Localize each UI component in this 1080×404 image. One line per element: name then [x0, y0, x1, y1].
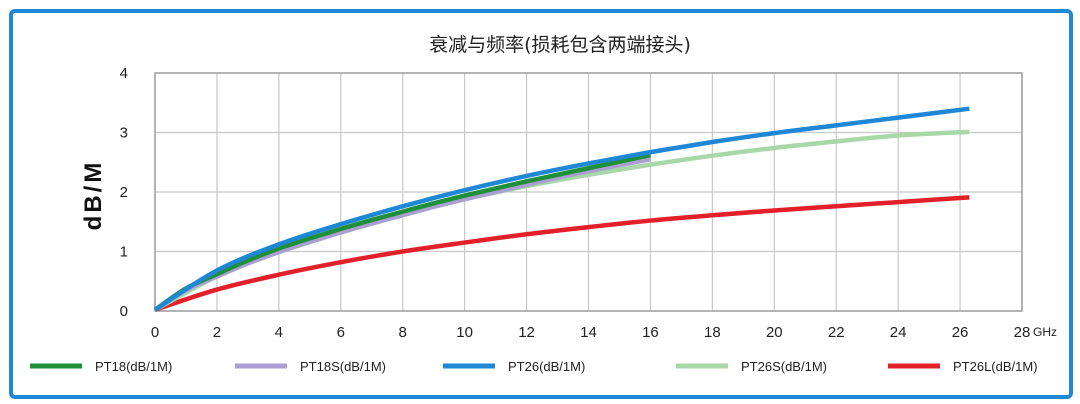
y-tick-label: 0: [120, 303, 128, 320]
legend: PT18(dB/1M) PT18S(dB/1M) PT26(dB/1M) PT26S(…: [30, 359, 1038, 374]
plot-border: [154, 72, 1023, 312]
series-lines: [153, 106, 970, 312]
legend-label: PT18S(dB/1M): [300, 359, 386, 374]
y-axis-ticks: 0 1 2 3 4: [120, 65, 128, 320]
x-tick-label: 8: [399, 324, 407, 341]
y-axis-label: dB/M: [80, 160, 107, 231]
legend-label: PT26L(dB/1M): [953, 359, 1038, 374]
plot-area-border: [154, 72, 1023, 312]
x-tick-label: 2: [213, 324, 221, 341]
y-tick-label: 1: [120, 244, 128, 261]
series-line-pt18s: [153, 157, 651, 312]
x-tick-label: 0: [151, 324, 159, 341]
x-tick-label: 12: [518, 324, 535, 341]
x-axis-unit: GHz: [1033, 325, 1057, 339]
x-tick-label: 16: [642, 324, 659, 341]
x-axis-ticks: 0 2 4 6 8 10 12 14 16 18 20 22 24 26 28: [151, 324, 1031, 341]
x-tick-label: 6: [337, 324, 345, 341]
x-tick-label: 4: [275, 324, 283, 341]
x-tick-label: 20: [766, 324, 783, 341]
series-line-pt26l: [154, 195, 970, 312]
x-tick-label: 18: [704, 324, 721, 341]
legend-label: PT26(dB/1M): [508, 359, 585, 374]
legend-label: PT18(dB/1M): [95, 359, 172, 374]
x-tick-label: 26: [952, 324, 969, 341]
legend-label: PT26S(dB/1M): [741, 359, 827, 374]
x-tick-label: 10: [456, 324, 473, 341]
x-tick-label: 22: [828, 324, 845, 341]
x-tick-label: 28: [1014, 324, 1031, 341]
y-tick-label: 2: [120, 184, 128, 201]
chart-title: 衰减与频率(损耗包含两端接头): [429, 34, 691, 56]
x-tick-label: 24: [890, 324, 907, 341]
y-tick-label: 4: [120, 65, 128, 82]
series-line-pt26: [153, 106, 970, 312]
series-line-pt18: [153, 152, 651, 312]
y-tick-label: 3: [120, 125, 128, 142]
series-line-pt26s: [153, 129, 970, 312]
x-tick-label: 14: [580, 324, 597, 341]
